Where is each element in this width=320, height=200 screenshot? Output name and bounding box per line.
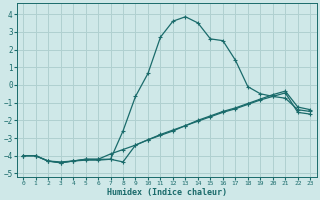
X-axis label: Humidex (Indice chaleur): Humidex (Indice chaleur) xyxy=(107,188,227,197)
